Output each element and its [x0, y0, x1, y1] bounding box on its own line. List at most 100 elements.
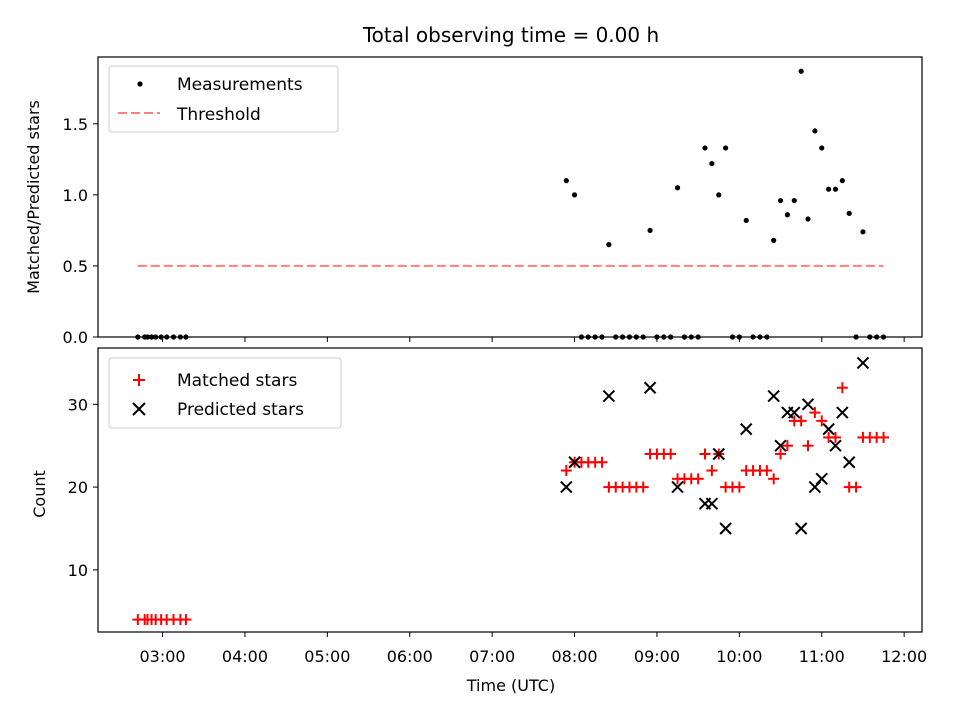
measurements-legend-label: Measurements [177, 75, 303, 95]
measurement-point [798, 68, 804, 74]
x-tick-label: 03:00 [139, 647, 185, 666]
measurement-point [874, 334, 880, 340]
measurement-point [853, 334, 859, 340]
chart-title: Total observing time = 0.00 h [362, 23, 659, 47]
x-tick-label: 04:00 [222, 647, 268, 666]
measurement-point [647, 227, 653, 234]
measurement-point [578, 334, 585, 340]
predicted-stars-point [712, 447, 725, 461]
measurement-point [750, 334, 756, 340]
matched-stars-point [560, 465, 572, 477]
measurement-point [709, 160, 715, 167]
matched-stars-point [829, 431, 841, 443]
predicted-stars-point [801, 398, 815, 411]
predicted-stars-point [794, 522, 808, 535]
matched-stars-point [699, 448, 711, 460]
measurement-point [668, 334, 674, 340]
matched-stars-legend-label: Matched stars [177, 371, 297, 391]
matched-stars-point [781, 440, 793, 452]
measurement-point [805, 216, 811, 222]
x-tick-label: 12:00 [881, 647, 927, 666]
measurement-point [585, 334, 591, 340]
measurement-point [729, 334, 736, 340]
measurement-point [654, 334, 660, 340]
matched-stars-point [596, 456, 608, 468]
measurement-point [571, 192, 578, 198]
measurement-point [723, 145, 729, 151]
predicted-stars-point [602, 389, 616, 403]
matched-stars-point [850, 481, 862, 493]
matched-stars-legend-marker [133, 374, 145, 386]
matched-stars-point [878, 431, 890, 443]
measurement-point [158, 334, 164, 340]
measurement-point [702, 145, 708, 151]
measurement-point [170, 334, 177, 340]
measurement-point [791, 197, 797, 204]
measurement-point [860, 229, 866, 235]
measurement-point [606, 242, 612, 248]
ratio-legend: Measurements Threshold [108, 65, 339, 133]
measurement-point [640, 334, 646, 340]
measurement-point [688, 334, 694, 340]
predicted-stars-point [774, 439, 787, 452]
measurement-point [183, 334, 189, 340]
measurement-point [599, 334, 605, 340]
measurement-point [153, 334, 159, 340]
measurement-point [812, 128, 818, 134]
predicted-stars-point [843, 456, 856, 469]
measurement-point [144, 334, 151, 340]
measurement-point [563, 178, 569, 184]
x-tick-label: 11:00 [799, 647, 845, 666]
measurement-point [674, 185, 681, 191]
ratio-y-tick-label: 1.0 [63, 186, 88, 205]
measurement-point [764, 334, 770, 340]
matched-stars-point [665, 448, 677, 460]
threshold-legend-label: Threshold [176, 105, 261, 125]
measurement-point [880, 334, 887, 340]
predicted-stars-point [767, 389, 780, 403]
matched-stars-point [692, 473, 704, 485]
x-tick-label: 06:00 [387, 647, 433, 666]
predicted-stars-point [822, 422, 835, 436]
measurement-point [867, 334, 873, 340]
matched-stars-point [180, 614, 192, 626]
measurement-point [846, 210, 852, 216]
matched-stars-point [733, 481, 745, 493]
predicted-stars-point [643, 381, 657, 394]
measurements-legend-marker [137, 81, 143, 87]
x-tick-label: 07:00 [469, 647, 515, 666]
measurement-point [626, 334, 633, 340]
x-axis-label: Time (UTC) [466, 676, 555, 695]
predicted-stars-point [671, 480, 684, 494]
measurement-point [839, 178, 845, 184]
measurement-point [743, 217, 749, 224]
measurement-point [826, 186, 832, 192]
measurement-point [784, 212, 791, 218]
matched-stars-point [706, 465, 718, 477]
ratio-y-tick-label: 1.5 [63, 115, 88, 134]
count-legend: Matched stars Predicted stars [108, 357, 342, 429]
count-y-tick-label: 10 [68, 561, 88, 580]
predicted-stars-point [740, 422, 753, 436]
predicted-stars-point [788, 406, 801, 419]
ratio-y-tick-label: 0.5 [63, 257, 88, 276]
measurement-point [592, 334, 598, 340]
measurement-point [771, 237, 777, 243]
matched-stars-point [836, 382, 848, 394]
x-tick-label: 05:00 [304, 647, 350, 666]
measurement-point [177, 334, 183, 340]
matched-stars-point [637, 481, 649, 493]
matched-stars-point [761, 465, 773, 477]
count-y-tick-label: 20 [68, 478, 88, 497]
x-tick-label: 09:00 [634, 647, 680, 666]
measurement-point [135, 334, 141, 340]
predicted-stars-point [829, 439, 842, 452]
measurement-point [777, 197, 784, 204]
measurement-point [695, 334, 701, 340]
count-y-tick-label: 30 [68, 395, 88, 414]
measurement-point [620, 334, 626, 340]
matched-stars-point [775, 448, 787, 460]
measurement-point [832, 186, 839, 192]
measurement-point [164, 334, 170, 340]
